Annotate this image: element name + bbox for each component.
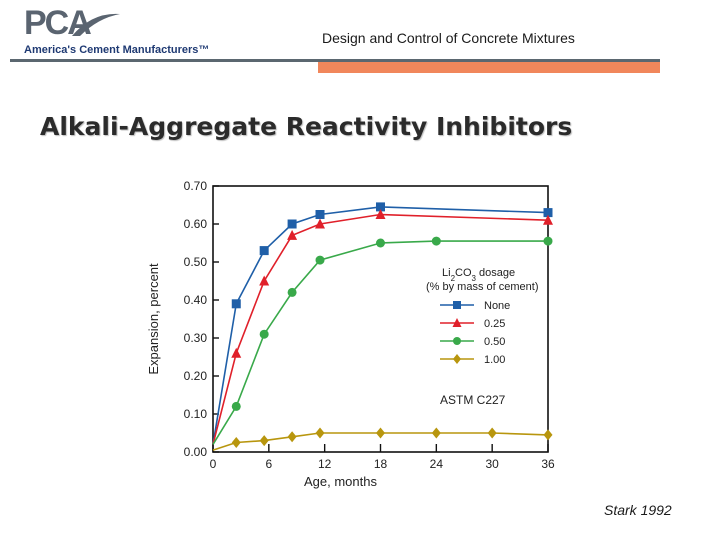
data-point-None — [231, 299, 241, 309]
y-tick-label: 0.20 — [184, 369, 208, 383]
x-tick-label: 12 — [318, 457, 332, 471]
logo-tagline: America's Cement Manufacturers™ — [24, 44, 210, 56]
x-tick-label: 6 — [265, 457, 272, 471]
data-point-0.25 — [315, 218, 326, 229]
slide-title: Alkali-Aggregate Reactivity Inhibitors — [40, 112, 573, 141]
data-point-None — [376, 202, 385, 212]
expansion-chart: 0.00 0.10 0.20 0.30 0.40 0.50 0.60 0.70 0 6 12 18 24… — [140, 172, 570, 492]
data-point-0.25 — [231, 347, 242, 358]
logo-mark: PCA — [24, 4, 92, 42]
legend-label-None: None — [484, 300, 510, 312]
y-tick-label: 0.70 — [184, 179, 208, 193]
y-tick-label: 0.50 — [184, 255, 208, 269]
x-tick-label: 0 — [210, 457, 217, 471]
source-citation: Stark 1992 — [604, 502, 672, 518]
data-point-0.50 — [543, 236, 553, 246]
legend-title: Li2CO3 dosage — [442, 267, 515, 283]
legend-marker-None — [453, 301, 461, 309]
data-point-0.25 — [287, 229, 298, 240]
x-tick-label: 36 — [541, 457, 555, 471]
header-accent-bar — [318, 62, 660, 73]
data-point-0.50 — [315, 255, 325, 265]
data-point-1.00 — [287, 431, 297, 443]
legend-label-0.50: 0.50 — [484, 336, 505, 348]
pca-logo: PCA America's Cement Manufacturers™ — [12, 4, 212, 60]
header-rule — [10, 59, 660, 62]
data-point-None — [543, 208, 553, 218]
y-tick-label: 0.60 — [184, 217, 208, 231]
x-tick-label: 24 — [430, 457, 444, 471]
data-point-1.00 — [543, 429, 553, 441]
data-point-0.50 — [231, 401, 241, 411]
data-point-1.00 — [487, 427, 497, 439]
data-point-0.50 — [431, 236, 441, 246]
astm-annotation: ASTM C227 — [440, 393, 506, 407]
x-axis-label: Age, months — [304, 474, 377, 489]
data-point-0.50 — [287, 287, 297, 297]
data-point-0.50 — [376, 238, 385, 248]
legend-subtitle: (% by mass of cement) — [426, 281, 538, 293]
series-line-0.50 — [212, 240, 548, 445]
legend-label-1.00: 1.00 — [484, 354, 505, 366]
data-point-None — [259, 246, 269, 256]
data-point-0.25 — [375, 209, 386, 219]
data-point-1.00 — [231, 437, 241, 448]
expansion-chart-svg: 0.00 0.10 0.20 0.30 0.40 0.50 0.60 0.70 0 6 12 18 24… — [146, 179, 555, 489]
data-point-1.00 — [431, 427, 441, 439]
legend-marker-0.25 — [452, 318, 462, 327]
y-tick-label: 0.00 — [184, 445, 208, 459]
y-tick-label: 0.40 — [184, 293, 208, 307]
data-point-None — [315, 210, 325, 219]
data-point-1.00 — [259, 435, 269, 447]
data-point-0.50 — [259, 329, 269, 339]
data-point-1.00 — [376, 427, 385, 439]
data-point-0.25 — [259, 275, 270, 286]
logo-swoosh-icon — [72, 13, 120, 36]
data-point-0.25 — [543, 214, 553, 225]
y-tick-label: 0.10 — [184, 407, 208, 421]
x-tick-label: 18 — [374, 457, 388, 471]
legend-marker-0.50 — [453, 337, 461, 345]
x-tick-label: 30 — [485, 457, 499, 471]
data-point-None — [287, 219, 297, 229]
y-tick-label: 0.30 — [184, 331, 208, 345]
deck-title: Design and Control of Concrete Mixtures — [322, 30, 575, 46]
legend-label-0.25: 0.25 — [484, 318, 505, 330]
y-axis-label: Expansion, percent — [146, 263, 161, 375]
legend-marker-1.00 — [453, 354, 461, 364]
data-point-1.00 — [315, 427, 325, 439]
